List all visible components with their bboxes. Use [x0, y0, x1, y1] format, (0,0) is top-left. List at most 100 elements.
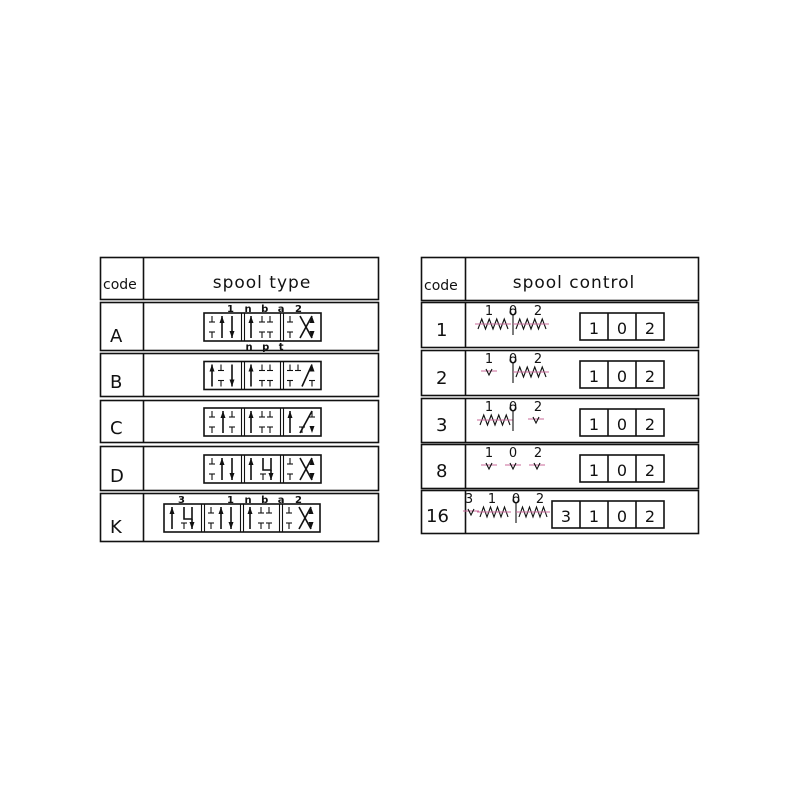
symbol-frame: [163, 503, 321, 533]
arrow-head: [248, 458, 254, 465]
detent-icon: [532, 416, 540, 425]
arrow-head: [309, 316, 315, 323]
port-label: 3: [178, 495, 188, 506]
row-border: [420, 397, 700, 444]
spring-icon: [479, 505, 509, 519]
position-cell: 2: [645, 415, 655, 434]
spool-row-K: K 3 1 n b a 2: [99, 492, 380, 543]
detent-icon: [533, 462, 541, 471]
diag-arrow: [301, 364, 313, 387]
arrow-head: [309, 364, 315, 372]
connected-path: [262, 458, 272, 471]
position-cell: 2: [645, 507, 655, 526]
position-label: 3: [465, 492, 473, 507]
spool-row-A: A 1 n b a 2 n p t: [99, 301, 380, 353]
position-label: 0: [509, 400, 517, 415]
position-cell: 2: [645, 461, 655, 480]
spring-icon: [479, 413, 511, 427]
row-code: 3: [436, 415, 447, 436]
cross-arrow: [299, 457, 313, 481]
connected-path: [183, 507, 193, 520]
row-code: B: [110, 372, 122, 393]
arrow-head: [229, 379, 235, 387]
arrow-head: [308, 507, 314, 514]
position-label: 2: [534, 304, 542, 319]
stem-head: [509, 308, 517, 316]
spool-symbol: [203, 360, 322, 391]
spool-symbol: [203, 407, 322, 437]
control-row-8: 81 0 21 0 2: [420, 443, 700, 490]
position-cell: 0: [617, 507, 627, 526]
row-code: A: [110, 326, 123, 347]
position-box: [579, 454, 665, 483]
arrow-head: [209, 364, 215, 372]
position-label: 2: [536, 492, 544, 507]
spool-row-C: C: [99, 399, 380, 444]
detent-icon: [509, 462, 517, 471]
position-cell: 3: [561, 507, 571, 526]
row-code: K: [110, 517, 123, 538]
row-code: 1: [436, 320, 447, 341]
arrow-head: [247, 507, 253, 514]
port-label: 2: [295, 304, 305, 315]
spool-symbol: [203, 312, 322, 342]
arrow-head: [309, 473, 315, 480]
arrow-head: [248, 411, 254, 418]
arrow-head: [189, 522, 195, 529]
position-cell: 1: [589, 461, 599, 480]
position-box: [579, 360, 665, 389]
row-border: [420, 489, 700, 535]
position-cell: 2: [645, 319, 655, 338]
spring-icon: [477, 317, 509, 331]
position-label: 2: [534, 352, 542, 367]
port-label: 2: [295, 495, 305, 506]
row-code: 2: [436, 368, 447, 389]
arrow-head: [248, 364, 254, 372]
position-cell: 0: [617, 319, 627, 338]
arrow-head: [228, 522, 234, 529]
row-border: [420, 443, 700, 490]
symbol-frame: [203, 454, 322, 484]
position-cell: 0: [617, 367, 627, 386]
spool-row-B: B: [99, 352, 380, 398]
arrow-head: [169, 507, 175, 514]
detent-icon: [485, 462, 493, 471]
stem-head: [509, 404, 517, 412]
position-cell: 2: [645, 367, 655, 386]
control-row-1: 11 0 21 0 2: [420, 301, 700, 349]
port-label: 1: [227, 495, 237, 506]
header-title: spool type: [213, 273, 312, 293]
arrow-head: [229, 331, 235, 338]
position-cell: 0: [617, 461, 627, 480]
position-label: 2: [534, 400, 542, 415]
arrow-head: [218, 507, 224, 514]
stem-head: [512, 496, 520, 504]
spool-control-table: code spool control 11 0 21 0 221 0 21 0 231 0 21 0 2…: [420, 256, 700, 535]
position-label: 1: [485, 400, 493, 415]
symbol-frame: [203, 312, 322, 342]
spool-symbol: [203, 454, 322, 484]
row-border: [99, 301, 380, 352]
position-box: [579, 408, 665, 437]
position-label: 2: [534, 446, 542, 461]
header-row: [420, 256, 700, 302]
arrow-head: [309, 426, 315, 433]
port-label: 1: [227, 304, 237, 315]
control-row-16: 163 1 0 23 1 0 2: [420, 489, 700, 535]
spring-icon: [515, 317, 547, 331]
row-border: [420, 301, 700, 349]
cross-arrow: [299, 315, 313, 339]
spool-row-D: D: [99, 445, 380, 492]
port-label: n b a: [245, 304, 288, 315]
control-row-2: 21 0 21 0 2: [420, 349, 700, 397]
symbol-frame: [203, 360, 322, 391]
position-label: 1: [485, 446, 493, 461]
position-label: 1: [488, 492, 496, 507]
header-row: [99, 256, 380, 301]
arrow-head: [220, 411, 226, 418]
stem-head: [509, 356, 517, 364]
port-label: n b a: [245, 495, 288, 506]
symbol-frame: [203, 407, 322, 437]
row-code: D: [110, 466, 124, 487]
